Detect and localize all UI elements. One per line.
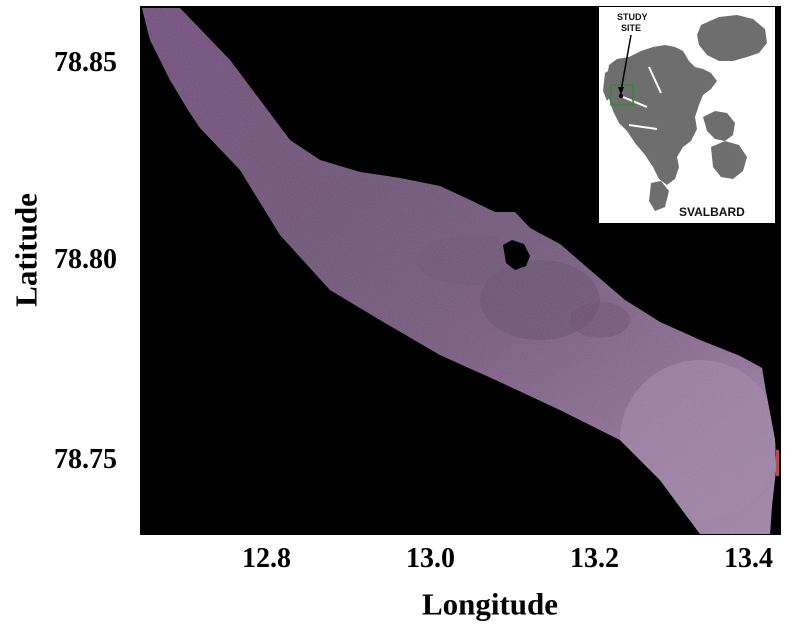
study-site-arrow xyxy=(620,34,632,92)
x-tick-label: 13.2 xyxy=(570,543,619,574)
edge-mark xyxy=(776,450,779,476)
lake-hole xyxy=(503,240,530,270)
x-tick-label: 12.8 xyxy=(242,543,291,574)
study-site-label: STUDY xyxy=(617,12,648,22)
x-tick-label: 13.0 xyxy=(406,543,455,574)
y-tick-label: 78.80 xyxy=(54,244,117,275)
x-axis-label: Longitude xyxy=(421,586,559,622)
y-axis-label: Latitude xyxy=(8,193,44,307)
study-site-dot xyxy=(618,93,624,99)
svalbard-label: SVALBARD xyxy=(679,205,745,219)
x-tick-label: 13.4 xyxy=(724,543,773,574)
svalbard-outline xyxy=(603,15,767,211)
y-tick-label: 78.85 xyxy=(54,47,117,78)
inset-map: STUDY SITE SVALBARD xyxy=(598,6,776,224)
study-site-label-2: SITE xyxy=(621,23,642,33)
y-tick-label: 78.75 xyxy=(54,444,117,475)
